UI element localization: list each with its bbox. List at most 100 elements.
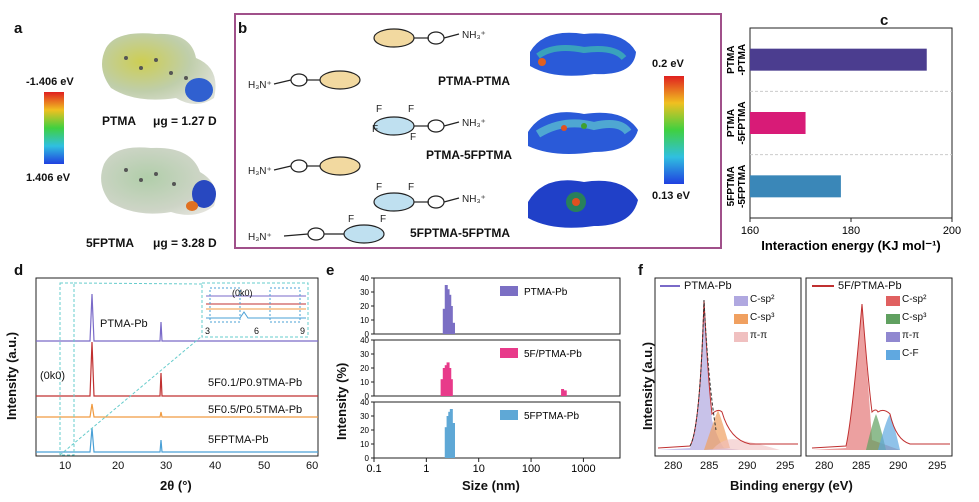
chart-e-bar: [563, 390, 567, 396]
panel-e-letter: e: [326, 262, 335, 279]
chart-e-ytick-label: 20: [360, 364, 369, 373]
panel-a: -1.406 eV 1.406 eV PTMA μg = 1.27 D 5FPT…: [0, 0, 230, 250]
chart-e-bar: [442, 308, 446, 334]
panel-c-letter: c: [880, 12, 889, 29]
svg-text:NH₃⁺: NH₃⁺: [462, 118, 486, 129]
xrd-tick-10: 10: [59, 460, 72, 472]
size-xlabel: Size (nm): [462, 478, 520, 493]
xps-ylabel: Intensity (a.u.): [640, 341, 655, 430]
panel-b-letter: b: [238, 20, 248, 37]
chart-e-ytick-label: 10: [360, 316, 369, 325]
chart-e-bar: [448, 368, 452, 396]
svg-text:H₃N⁺: H₃N⁺: [248, 232, 272, 243]
dimer-structures: NH₃⁺H₃N⁺ NH₃⁺H₃N⁺ NH₃⁺H₃N⁺ F FFF F FF F: [248, 28, 486, 244]
chart-e-xtick-label: 1000: [571, 463, 595, 475]
xrd-tick-60: 60: [306, 460, 319, 472]
xps-right-title: 5F/PTMA-Pb: [838, 280, 902, 292]
chart-e-bar: [449, 379, 453, 396]
xps-right-tick-295: 295: [928, 460, 947, 472]
xps-right-legend-4: C-F: [902, 348, 919, 359]
xrd-xlabel: 2θ (°): [160, 478, 192, 493]
chart-c-bar: [750, 112, 806, 134]
xps-left-tick-290: 290: [738, 460, 757, 472]
svg-text:F: F: [376, 104, 382, 115]
chart-c-category-label: PTMA-PTMA: [726, 44, 748, 76]
panel-a-letter: a: [14, 20, 23, 37]
panel-f-letter: f: [638, 262, 643, 279]
svg-text:H₃N⁺: H₃N⁺: [248, 166, 272, 177]
svg-text:F: F: [376, 182, 382, 193]
interaction-surfaces: [528, 32, 638, 228]
ptma-label: PTMA: [102, 114, 136, 128]
chart-e-ytick-label: 40: [360, 398, 369, 407]
svg-text:F: F: [380, 214, 386, 225]
chart-e-bar: [448, 411, 452, 458]
xps-right-legend-2: C-sp³: [902, 312, 927, 323]
chart-e-bar: [561, 389, 565, 396]
chart-e-bar: [444, 427, 448, 458]
chart-e-bar: [451, 423, 455, 458]
chart-e-bar: [440, 379, 444, 396]
peak-label: (0k0): [40, 370, 66, 382]
xps-right-tick-290: 290: [889, 460, 908, 472]
chart-c-category-label: PTMA-5FPTMA: [726, 101, 748, 144]
chart-e-ytick-label: 0: [365, 330, 370, 339]
inset-tick-3: 3: [205, 326, 211, 336]
series-5f05: 5F0.5/P0.5TMA-Pb: [208, 404, 303, 416]
chart-e-ytick-label: 40: [360, 336, 369, 345]
chart-e-legend-swatch: [500, 410, 518, 420]
svg-text:F: F: [348, 214, 354, 225]
ptma-dipole: μg = 1.27 D: [153, 114, 217, 128]
chart-e-ytick-label: 30: [360, 288, 369, 297]
esp-scale-bottom: 1.406 eV: [26, 172, 71, 184]
chart-e-bar: [444, 365, 448, 396]
esp-scale-top: -1.406 eV: [26, 76, 74, 88]
svg-text:F: F: [408, 182, 414, 193]
chart-e-legend-label: 5FPTMA-Pb: [524, 411, 579, 422]
chart-e-ytick-label: 0: [365, 392, 370, 401]
xps-left-legend-3: π-π: [750, 330, 768, 341]
chart-e-legend-swatch: [500, 348, 518, 358]
panel-b-frame: [234, 13, 722, 249]
chart-c-tick-label: 200: [943, 225, 961, 237]
chart-e-bar: [444, 285, 448, 334]
interaction-scale-bottom: 0.13 eV: [652, 190, 690, 202]
chart-c-tick-label: 180: [842, 225, 860, 237]
xps-left-tick-280: 280: [664, 460, 683, 472]
svg-text:F: F: [410, 132, 416, 143]
chart-e-bar: [449, 409, 453, 458]
chart-c-bar: [750, 48, 927, 71]
chart-e-bar: [446, 362, 450, 396]
chart-e-ytick-label: 20: [360, 302, 369, 311]
xps-right-tick-285: 285: [852, 460, 871, 472]
svg-text:NH₃⁺: NH₃⁺: [462, 194, 486, 205]
pair2-label: PTMA-5FPTMA: [426, 148, 512, 162]
svg-text:H₃N⁺: H₃N⁺: [248, 80, 272, 91]
chart-e-ytick-label: 30: [360, 412, 369, 421]
ptma-esp-surface: [102, 33, 216, 104]
inset-label: (0k0): [232, 288, 253, 298]
chart-c-category-label: 5FPTMA-5FPTMA: [726, 165, 748, 208]
xps-xlabel: Binding energy (eV): [730, 478, 853, 493]
chart-e-ytick-label: 20: [360, 426, 369, 435]
5fptma-dipole: μg = 3.28 D: [153, 236, 217, 250]
chart-e-bar: [442, 368, 446, 396]
chart-e-ytick-label: 40: [360, 274, 369, 283]
chart-e-bar: [446, 416, 450, 458]
chart-e-bar: [449, 306, 453, 334]
xrd-tick-50: 50: [258, 460, 271, 472]
pair3-label: 5FPTMA-5FPTMA: [410, 226, 510, 240]
chart-e-ytick-label: 30: [360, 350, 369, 359]
chart-e-ytick-label: 10: [360, 440, 369, 449]
svg-text:NH₃⁺: NH₃⁺: [462, 30, 486, 41]
chart-e-ytick-label: 10: [360, 378, 369, 387]
chart-e-bar: [446, 289, 450, 334]
interaction-scale-top: 0.2 eV: [652, 58, 684, 70]
chart-e-ytick-label: 0: [365, 454, 370, 463]
series-5f01: 5F0.1/P0.9TMA-Pb: [208, 377, 303, 389]
chart-e-bar: [448, 294, 452, 334]
chart-c-tick-label: 160: [741, 225, 759, 237]
